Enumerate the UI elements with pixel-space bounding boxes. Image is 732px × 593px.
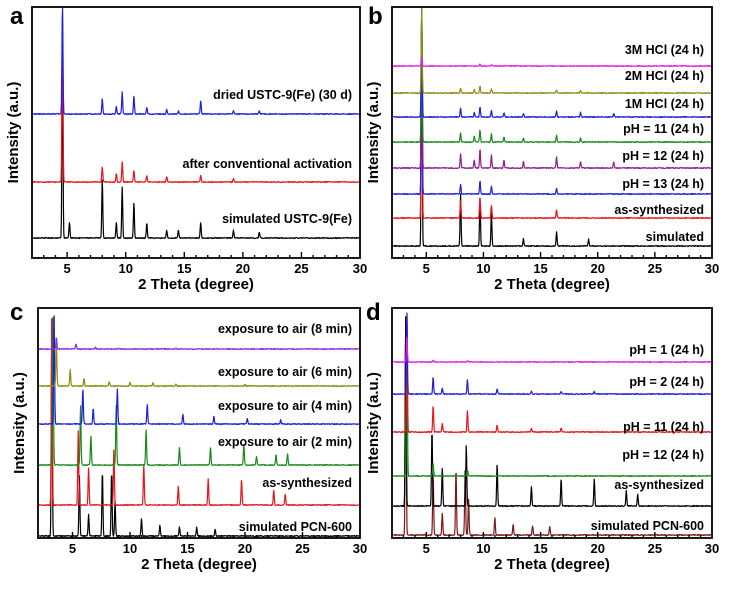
x-tick-label: 20 xyxy=(590,541,604,556)
series-label: as-synthesized xyxy=(614,478,704,492)
series-line xyxy=(392,9,712,144)
series-label: pH = 11 (24 h) xyxy=(623,122,704,136)
x-tick-label: 10 xyxy=(123,541,137,556)
series-label: as-synthesized xyxy=(262,476,352,490)
series-label: simulated PCN-600 xyxy=(239,520,352,534)
series-label: simulated USTC-9(Fe) xyxy=(222,212,352,226)
series-line xyxy=(38,318,360,507)
x-tick-label: 15 xyxy=(533,261,547,276)
x-tick-label: 5 xyxy=(64,261,71,276)
series-line xyxy=(38,337,360,351)
series-label: 2M HCl (24 h) xyxy=(625,69,704,83)
series-line xyxy=(38,315,360,426)
series-line xyxy=(32,20,360,184)
x-tick-label: 30 xyxy=(353,261,367,276)
x-tick-label: 25 xyxy=(295,541,309,556)
series-line xyxy=(392,13,712,248)
series-label: after conventional activation xyxy=(183,157,352,171)
series-label: simulated xyxy=(646,230,704,244)
x-axis-title: 2 Theta (degree) xyxy=(494,556,610,573)
series-line xyxy=(38,344,360,388)
x-tick-label: 30 xyxy=(705,541,719,556)
series-line xyxy=(392,322,712,478)
series-label: exposure to air (4 min) xyxy=(218,399,352,413)
series-label: as-synthesized xyxy=(614,203,704,217)
series-label: pH = 11 (24 h) xyxy=(623,420,704,434)
series-label: pH = 12 (24 h) xyxy=(622,149,704,163)
series-label: pH = 2 (24 h) xyxy=(629,375,704,389)
x-tick-label: 10 xyxy=(118,261,132,276)
series-label: exposure to air (6 min) xyxy=(218,365,352,379)
panel-letter: b xyxy=(368,3,383,30)
x-axis-title: 2 Theta (degree) xyxy=(138,276,254,293)
series-line xyxy=(392,316,712,434)
series-label: pH = 1 (24 h) xyxy=(629,343,704,357)
series-line xyxy=(38,316,360,467)
x-tick-label: 15 xyxy=(533,541,547,556)
y-axis-title: Intensity (a.u.) xyxy=(5,82,22,184)
y-axis-title: Intensity (a.u.) xyxy=(365,82,382,184)
series-line xyxy=(392,8,712,119)
x-tick-label: 20 xyxy=(236,261,250,276)
series-line xyxy=(392,57,712,68)
x-tick-label: 20 xyxy=(590,261,604,276)
plot-frame xyxy=(37,307,361,539)
series-line xyxy=(32,7,360,116)
series-line xyxy=(392,10,712,170)
series-line xyxy=(392,312,712,396)
x-tick-label: 30 xyxy=(705,261,719,276)
x-tick-label: 15 xyxy=(180,541,194,556)
y-axis-title: Intensity (a.u.) xyxy=(11,372,28,474)
x-tick-label: 5 xyxy=(423,541,430,556)
panel-d: d simulated PCN-600 as-synthesized pH = 12 … xyxy=(365,299,719,573)
x-axis-title: 2 Theta (degree) xyxy=(141,556,257,573)
series-line xyxy=(392,337,712,364)
x-tick-label: 15 xyxy=(177,261,191,276)
series-line xyxy=(392,316,712,508)
series-label: exposure to air (8 min) xyxy=(218,322,352,336)
series-line xyxy=(392,8,712,95)
series-line xyxy=(392,8,712,196)
series-line xyxy=(32,50,360,240)
series-label: pH = 12 (24 h) xyxy=(622,448,704,462)
x-tick-label: 25 xyxy=(648,541,662,556)
panel-letter: c xyxy=(10,299,23,326)
x-tick-label: 10 xyxy=(476,261,490,276)
panel-a: a simulated USTC-9(Fe) after conventional … xyxy=(5,3,367,293)
x-tick-label: 25 xyxy=(648,261,662,276)
series-label: exposure to air (2 min) xyxy=(218,435,352,449)
x-axis-title: 2 Theta (degree) xyxy=(494,276,610,293)
x-tick-label: 30 xyxy=(353,541,367,556)
series-label: 1M HCl (24 h) xyxy=(625,97,704,111)
x-tick-label: 20 xyxy=(238,541,252,556)
x-tick-label: 5 xyxy=(69,541,76,556)
x-tick-label: 5 xyxy=(423,261,430,276)
y-axis-title: Intensity (a.u.) xyxy=(365,372,382,474)
panel-c: c simulated PCN-600 as-synthesized exposure… xyxy=(10,299,367,573)
series-line xyxy=(392,8,712,220)
x-tick-label: 25 xyxy=(294,261,308,276)
series-label: 3M HCl (24 h) xyxy=(625,43,704,57)
series-label: pH = 13 (24 h) xyxy=(622,177,704,191)
series-label: simulated PCN-600 xyxy=(591,519,704,533)
series-label: dried USTC-9(Fe) (30 d) xyxy=(213,88,352,102)
panel-b: b simulated as-synthesized pH = 13 (24 h) pH… xyxy=(365,3,719,293)
panel-letter: d xyxy=(366,299,381,326)
panel-letter: a xyxy=(10,3,24,30)
x-tick-label: 10 xyxy=(476,541,490,556)
